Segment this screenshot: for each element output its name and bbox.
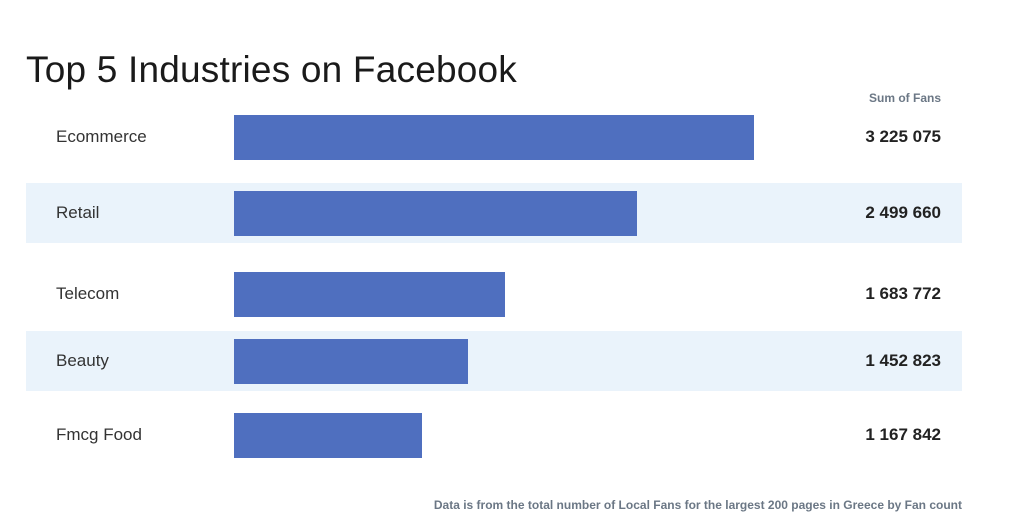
category-label: Beauty bbox=[56, 351, 109, 370]
bar-rows: Ecommerce 3 225 075 Retail 2 499 660 Telecom… bbox=[26, 0, 962, 530]
bar-row-beauty: Beauty 1 452 823 bbox=[26, 331, 962, 391]
value-label: 2 499 660 bbox=[865, 203, 941, 222]
footnote: Data is from the total number of Local F… bbox=[433, 498, 962, 512]
category-label: Retail bbox=[56, 203, 100, 222]
category-label: Fmcg Food bbox=[56, 425, 142, 444]
value-label: 1 452 823 bbox=[865, 351, 941, 370]
value-label: 1 167 842 bbox=[865, 425, 941, 444]
bar bbox=[234, 338, 469, 384]
value-column-header: Sum of Fans bbox=[868, 91, 941, 105]
bar-row-fmcg-food: Fmcg Food 1 167 842 bbox=[26, 405, 962, 465]
bar bbox=[234, 412, 423, 458]
bar-row-ecommerce: Ecommerce 3 225 075 bbox=[26, 100, 962, 174]
bar-row-retail: Retail 2 499 660 bbox=[26, 183, 962, 243]
bar bbox=[234, 190, 638, 236]
value-label: 1 683 772 bbox=[865, 284, 941, 303]
bar bbox=[234, 114, 754, 160]
value-label: 3 225 075 bbox=[865, 127, 941, 146]
bar-row-telecom: Telecom 1 683 772 bbox=[26, 257, 962, 331]
bar bbox=[234, 271, 506, 317]
category-label: Telecom bbox=[56, 284, 120, 303]
category-label: Ecommerce bbox=[56, 127, 147, 146]
chart-title: Top 5 Industries on Facebook bbox=[26, 48, 518, 90]
